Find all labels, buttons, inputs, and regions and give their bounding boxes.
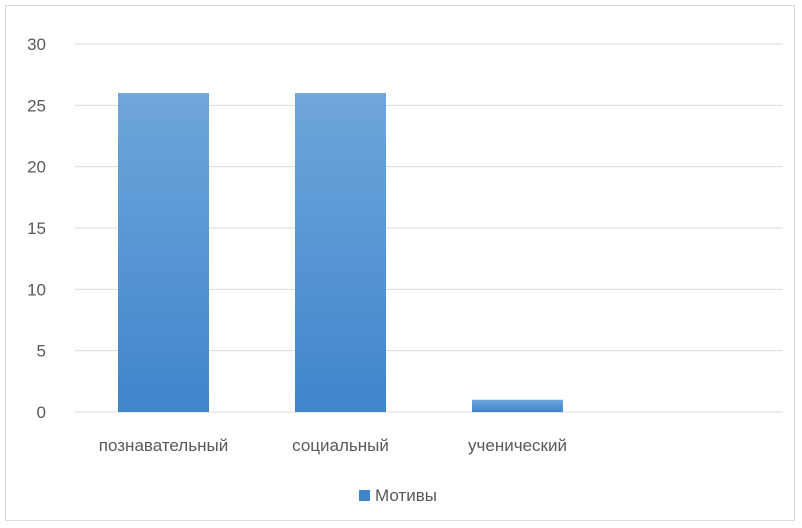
bar-2[interactable] [295,93,386,413]
legend[interactable]: Мотивы [359,486,437,505]
bar-chart: 0 5 10 15 20 25 30 познавательный социальный уче… [27,35,783,505]
x-axis-category-labels: познавательный социальный ученический [99,436,567,455]
legend-label: Мотивы [375,486,437,505]
y-tick-label: 25 [27,96,46,115]
bar-3[interactable] [472,399,563,412]
y-tick-label: 5 [37,342,46,361]
y-axis-tick-labels: 0 5 10 15 20 25 30 [27,35,46,422]
y-tick-label: 10 [27,280,46,299]
y-tick-label: 30 [27,35,46,54]
x-tick-label: социальный [292,436,389,455]
x-tick-label: познавательный [99,436,228,455]
y-tick-label: 20 [27,158,46,177]
bar-1[interactable] [118,93,209,413]
chart-frame: 0 5 10 15 20 25 30 познавательный социальный уче… [5,5,795,521]
y-tick-label: 15 [27,219,46,238]
bars [118,93,563,413]
y-tick-label: 0 [37,403,46,422]
x-tick-label: ученический [468,436,567,455]
legend-swatch [359,490,370,501]
